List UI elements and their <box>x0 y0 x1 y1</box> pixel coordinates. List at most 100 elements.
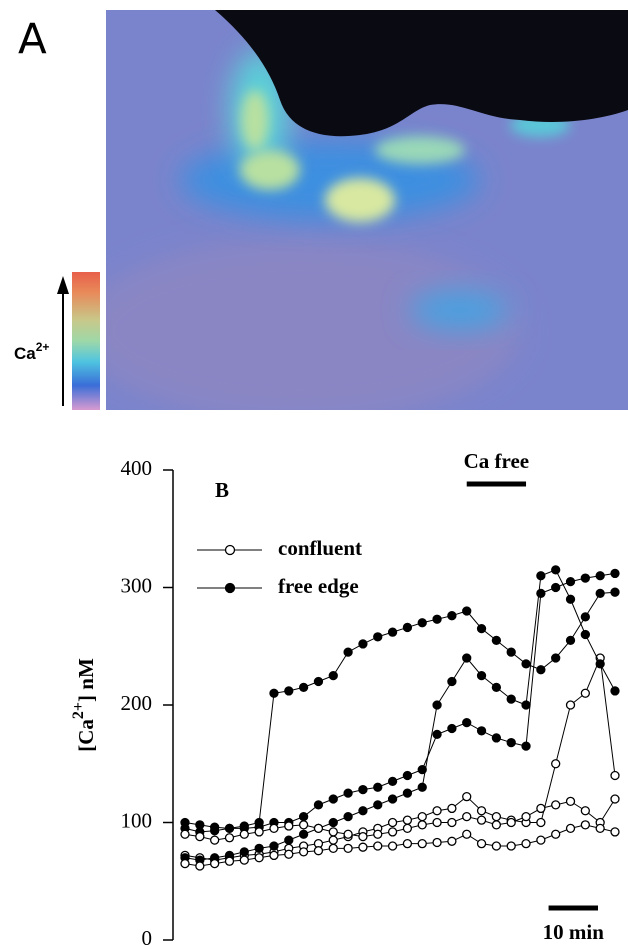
data-point <box>476 726 487 736</box>
colorbar <box>72 272 100 410</box>
data-point <box>284 835 294 845</box>
colorbar-label-sup: 2+ <box>36 340 50 354</box>
data-point <box>224 823 235 834</box>
data-point <box>210 835 220 845</box>
data-point <box>447 836 457 846</box>
data-point <box>462 811 472 822</box>
data-point <box>402 823 413 834</box>
data-point <box>298 820 309 830</box>
data-point <box>521 659 531 669</box>
y-label-main: [Ca <box>74 719 98 752</box>
data-point <box>506 817 516 828</box>
data-point <box>462 653 472 663</box>
data-point <box>224 833 235 843</box>
data-point <box>180 829 190 839</box>
data-point <box>462 792 472 802</box>
y-tick-label: 200 <box>121 691 153 715</box>
y-label-sup: 2+ <box>70 702 87 719</box>
data-point <box>565 576 576 587</box>
panel-label: B <box>215 478 229 502</box>
data-point <box>239 855 249 865</box>
y-label-end: ] nM <box>74 658 98 702</box>
legend-marker <box>224 544 236 556</box>
data-point <box>210 822 220 832</box>
data-point <box>521 700 531 710</box>
data-point <box>313 823 324 834</box>
data-point <box>610 770 620 781</box>
data-point <box>506 737 516 748</box>
data-point <box>580 629 590 640</box>
data-point <box>387 841 398 851</box>
data-point <box>447 611 457 621</box>
data-point <box>254 827 264 837</box>
data-point <box>298 811 309 822</box>
data-point <box>432 806 442 816</box>
data-point <box>328 843 338 853</box>
data-point <box>284 686 294 696</box>
data-point <box>402 788 413 798</box>
data-point <box>580 573 590 583</box>
y-axis-label: [Ca2+] nM <box>70 658 98 752</box>
data-point <box>343 843 353 853</box>
data-point <box>298 829 309 839</box>
y-tick-label: 400 <box>121 456 153 480</box>
data-point <box>506 647 516 657</box>
data-point <box>269 841 279 851</box>
data-point <box>417 820 427 830</box>
data-point <box>343 647 353 657</box>
data-point <box>595 823 605 834</box>
data-point <box>417 618 427 628</box>
data-point <box>565 700 576 710</box>
data-point <box>506 694 516 704</box>
panel-a-image <box>106 10 628 410</box>
data-point <box>254 843 264 853</box>
data-point <box>269 688 279 698</box>
data-point <box>254 853 264 863</box>
data-point <box>239 847 249 857</box>
data-point <box>343 829 353 839</box>
data-point <box>298 682 309 693</box>
series-line <box>184 798 616 841</box>
data-point <box>269 823 279 834</box>
series-line <box>184 824 616 867</box>
data-point <box>491 841 502 851</box>
data-point <box>491 733 502 743</box>
data-point <box>343 788 353 798</box>
panel-label: A <box>18 15 47 64</box>
data-point <box>358 784 368 795</box>
data-point <box>491 820 502 830</box>
data-point <box>284 849 294 859</box>
data-point <box>536 817 546 828</box>
data-point <box>595 571 605 581</box>
data-point <box>462 717 472 728</box>
legend-marker <box>224 582 236 594</box>
data-point <box>387 794 398 804</box>
data-point <box>269 850 279 861</box>
data-point <box>373 841 383 851</box>
data-point <box>610 827 620 837</box>
data-point <box>565 635 576 646</box>
data-point <box>387 827 398 837</box>
data-point <box>417 782 427 792</box>
data-point <box>476 623 487 634</box>
data-point <box>432 837 442 848</box>
data-point <box>180 858 190 869</box>
data-point <box>313 676 324 687</box>
data-point <box>536 571 546 581</box>
data-point <box>447 803 457 814</box>
data-point <box>447 723 457 734</box>
data-point <box>462 606 472 616</box>
data-point <box>224 856 235 866</box>
data-point <box>491 682 502 693</box>
colorbar-label-main: Ca <box>14 344 36 363</box>
data-point <box>387 817 398 828</box>
data-point <box>432 729 442 740</box>
data-point <box>284 821 294 831</box>
colorbar-label: Ca2+ <box>14 340 49 363</box>
data-point <box>432 614 442 624</box>
data-point <box>417 811 427 822</box>
y-tick-label: 0 <box>142 926 153 949</box>
data-point <box>610 568 620 579</box>
data-point <box>610 587 620 597</box>
